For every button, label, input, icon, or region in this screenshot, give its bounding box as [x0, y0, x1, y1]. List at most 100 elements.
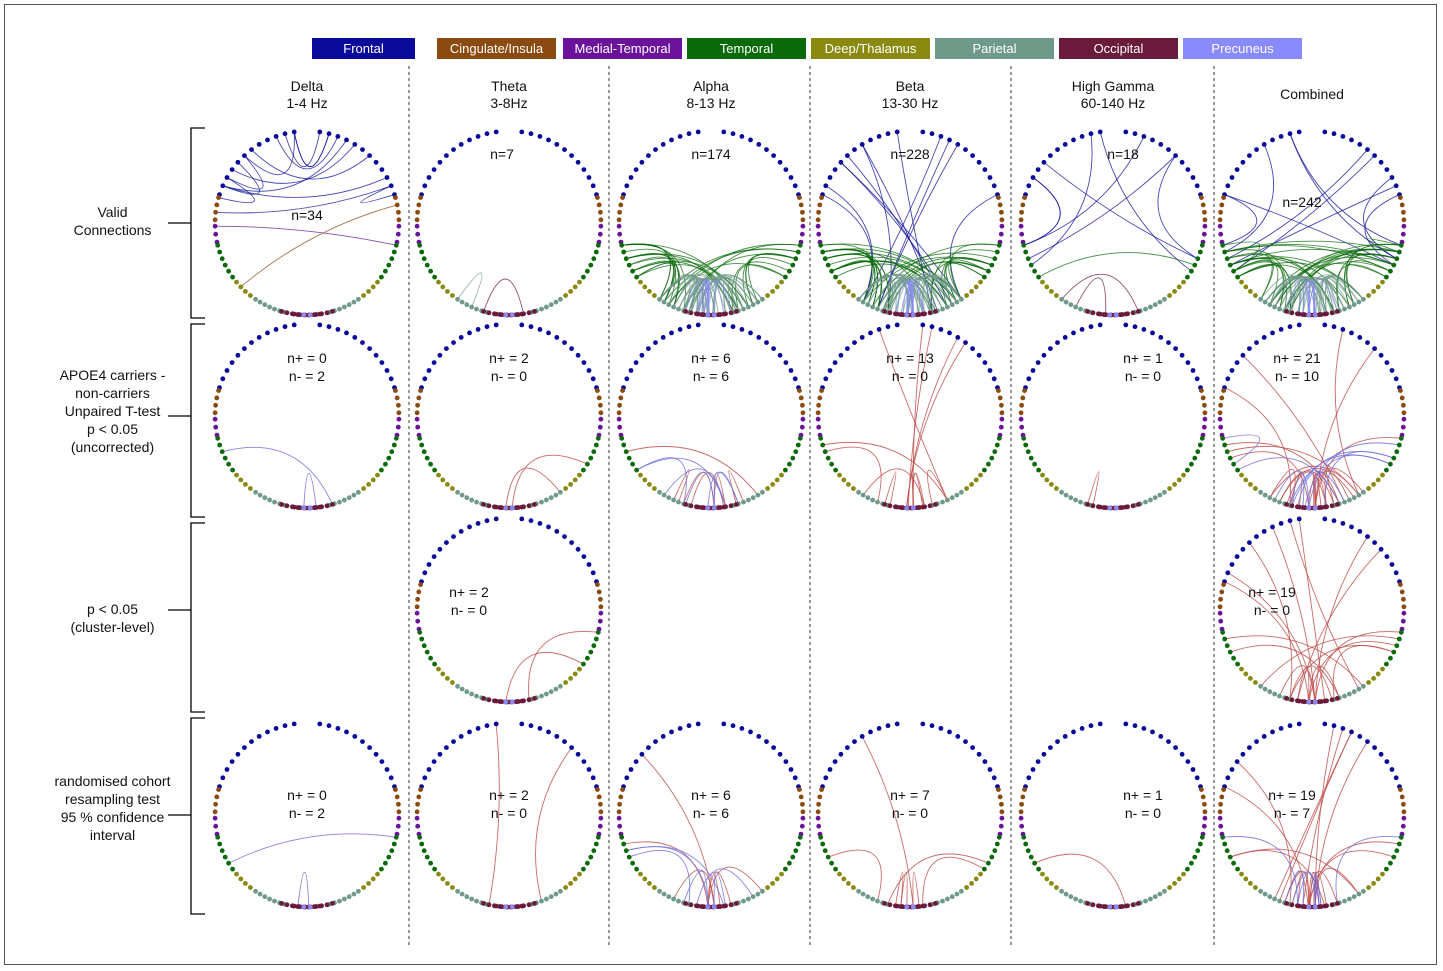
region-node — [317, 721, 323, 727]
region-node — [432, 467, 437, 473]
region-node — [741, 306, 746, 312]
region-node — [1240, 751, 1246, 757]
region-node — [295, 312, 301, 317]
row-label: APOE4 carriers - non-carriers Unpaired T-t… — [40, 366, 185, 456]
region-node — [1253, 885, 1258, 890]
region-node — [989, 854, 995, 860]
connectivity-circle — [1217, 516, 1407, 705]
connection-edge — [828, 849, 882, 902]
region-node — [597, 424, 603, 430]
region-node — [1312, 699, 1318, 705]
region-node — [375, 472, 380, 478]
region-node — [1197, 249, 1203, 255]
region-node — [688, 310, 694, 316]
connection-edge — [1023, 136, 1145, 246]
region-node — [214, 395, 220, 401]
region-node — [1199, 388, 1204, 393]
row-label-line: APOE4 carriers - — [59, 367, 166, 383]
connection-edge — [922, 856, 985, 907]
region-node — [818, 435, 824, 441]
region-node — [779, 871, 784, 877]
region-node — [715, 904, 721, 910]
region-node — [1322, 504, 1328, 510]
connectivity-circle — [414, 516, 604, 705]
connection-edge — [535, 747, 572, 902]
region-node — [588, 262, 594, 268]
connection-edge — [1279, 278, 1304, 315]
region-node — [1023, 841, 1029, 847]
region-node — [1388, 655, 1393, 661]
region-node — [1331, 518, 1337, 524]
region-node — [431, 360, 437, 365]
region-node — [226, 268, 232, 274]
region-node — [1025, 449, 1031, 455]
region-node — [1218, 596, 1223, 602]
region-node — [639, 352, 645, 358]
connection-edge — [1028, 155, 1176, 260]
connection-edge — [1222, 194, 1258, 246]
region-node — [235, 352, 241, 358]
region-node — [1322, 903, 1328, 909]
region-node — [1200, 202, 1206, 208]
region-node — [949, 495, 955, 501]
region-node — [1278, 521, 1284, 526]
region-node — [295, 904, 301, 909]
connection-edge — [1289, 133, 1402, 246]
region-node — [1361, 683, 1366, 689]
region-node — [1107, 904, 1113, 910]
region-node — [1018, 217, 1024, 223]
region-node — [1270, 524, 1275, 530]
region-node — [756, 142, 762, 147]
region-node — [969, 881, 974, 886]
region-node — [876, 726, 882, 731]
region-node — [282, 324, 288, 330]
region-node — [633, 759, 639, 764]
connectivity-circle — [815, 322, 1005, 511]
column-frequency: 13-30 Hz — [881, 95, 939, 111]
connectivity-circle — [815, 129, 1005, 318]
region-node — [467, 330, 472, 336]
region-node — [558, 683, 563, 689]
region-node — [414, 604, 420, 610]
region-node — [795, 249, 801, 255]
region-node — [562, 147, 567, 153]
region-node — [715, 312, 721, 318]
region-node — [519, 698, 525, 704]
region-node — [419, 636, 425, 642]
region-node — [455, 888, 460, 894]
region-node — [1019, 801, 1024, 807]
region-node — [1398, 195, 1403, 201]
region-node — [1398, 242, 1404, 248]
region-node — [370, 876, 376, 882]
region-node — [1152, 495, 1158, 501]
region-node — [1123, 504, 1129, 510]
region-node — [493, 721, 499, 727]
region-node — [929, 324, 935, 330]
region-node — [1347, 691, 1352, 697]
region-node — [1035, 360, 1041, 365]
region-node — [998, 823, 1004, 829]
region-node — [273, 327, 279, 332]
connection-edge — [1314, 472, 1322, 508]
region-node — [683, 901, 688, 906]
region-node — [224, 368, 230, 373]
region-node — [661, 492, 667, 498]
region-node — [1384, 661, 1389, 667]
region-node — [893, 311, 898, 317]
region-node — [711, 904, 717, 910]
region-node — [616, 815, 622, 821]
region-node — [569, 745, 574, 750]
region-node — [711, 505, 717, 511]
connection-edge — [1224, 786, 1309, 907]
region-node — [484, 131, 490, 137]
region-node — [1062, 734, 1068, 739]
region-node — [418, 787, 423, 792]
row-label-line: (uncorrected) — [70, 439, 155, 455]
connection-edge — [950, 243, 1000, 300]
region-node — [617, 823, 623, 829]
region-node — [1235, 467, 1240, 473]
region-node — [1380, 279, 1385, 285]
region-node — [661, 299, 667, 305]
region-node — [1306, 505, 1312, 511]
region-node — [1018, 815, 1024, 821]
